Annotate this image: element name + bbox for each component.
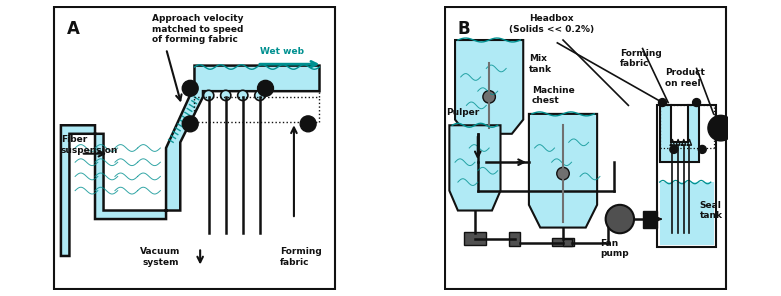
- Text: Machine
chest: Machine chest: [532, 86, 575, 105]
- Circle shape: [605, 205, 634, 233]
- Polygon shape: [529, 114, 597, 228]
- Text: Seal
tank: Seal tank: [700, 201, 722, 220]
- Text: Wet web: Wet web: [260, 47, 304, 56]
- Circle shape: [670, 145, 678, 153]
- Text: Product
on reel: Product on reel: [665, 68, 705, 88]
- Bar: [563, 239, 572, 246]
- Circle shape: [220, 90, 231, 101]
- Polygon shape: [660, 105, 700, 162]
- Text: Forming
fabric: Forming fabric: [620, 49, 662, 68]
- Text: Pulper: Pulper: [447, 108, 480, 117]
- Bar: [509, 232, 520, 246]
- Polygon shape: [455, 40, 523, 134]
- Text: Vacuum
system: Vacuum system: [140, 247, 180, 267]
- Text: Fiber
suspension: Fiber suspension: [61, 136, 118, 155]
- Circle shape: [708, 115, 733, 141]
- Circle shape: [237, 90, 248, 101]
- Circle shape: [255, 90, 265, 101]
- Text: B: B: [458, 20, 470, 38]
- Text: Fan
pump: Fan pump: [600, 239, 629, 258]
- Circle shape: [300, 116, 316, 132]
- Bar: [464, 232, 487, 244]
- Circle shape: [693, 99, 701, 107]
- Bar: [660, 182, 714, 244]
- Circle shape: [483, 91, 495, 103]
- Circle shape: [557, 167, 569, 180]
- Bar: [643, 210, 657, 228]
- Text: Mix
tank: Mix tank: [529, 54, 552, 74]
- Text: Headbox
(Solids << 0.2%): Headbox (Solids << 0.2%): [509, 15, 594, 34]
- Circle shape: [698, 145, 706, 153]
- Circle shape: [182, 116, 198, 132]
- Bar: [657, 105, 716, 247]
- Circle shape: [204, 90, 214, 101]
- Circle shape: [658, 99, 666, 107]
- Text: Approach velocity
matched to speed
of forming fabric: Approach velocity matched to speed of fo…: [152, 15, 244, 44]
- Text: A: A: [66, 20, 80, 38]
- Bar: [551, 237, 574, 246]
- Text: Forming
fabric: Forming fabric: [280, 247, 322, 267]
- Polygon shape: [449, 125, 501, 210]
- Polygon shape: [61, 66, 319, 256]
- Circle shape: [258, 81, 273, 96]
- Circle shape: [182, 81, 198, 96]
